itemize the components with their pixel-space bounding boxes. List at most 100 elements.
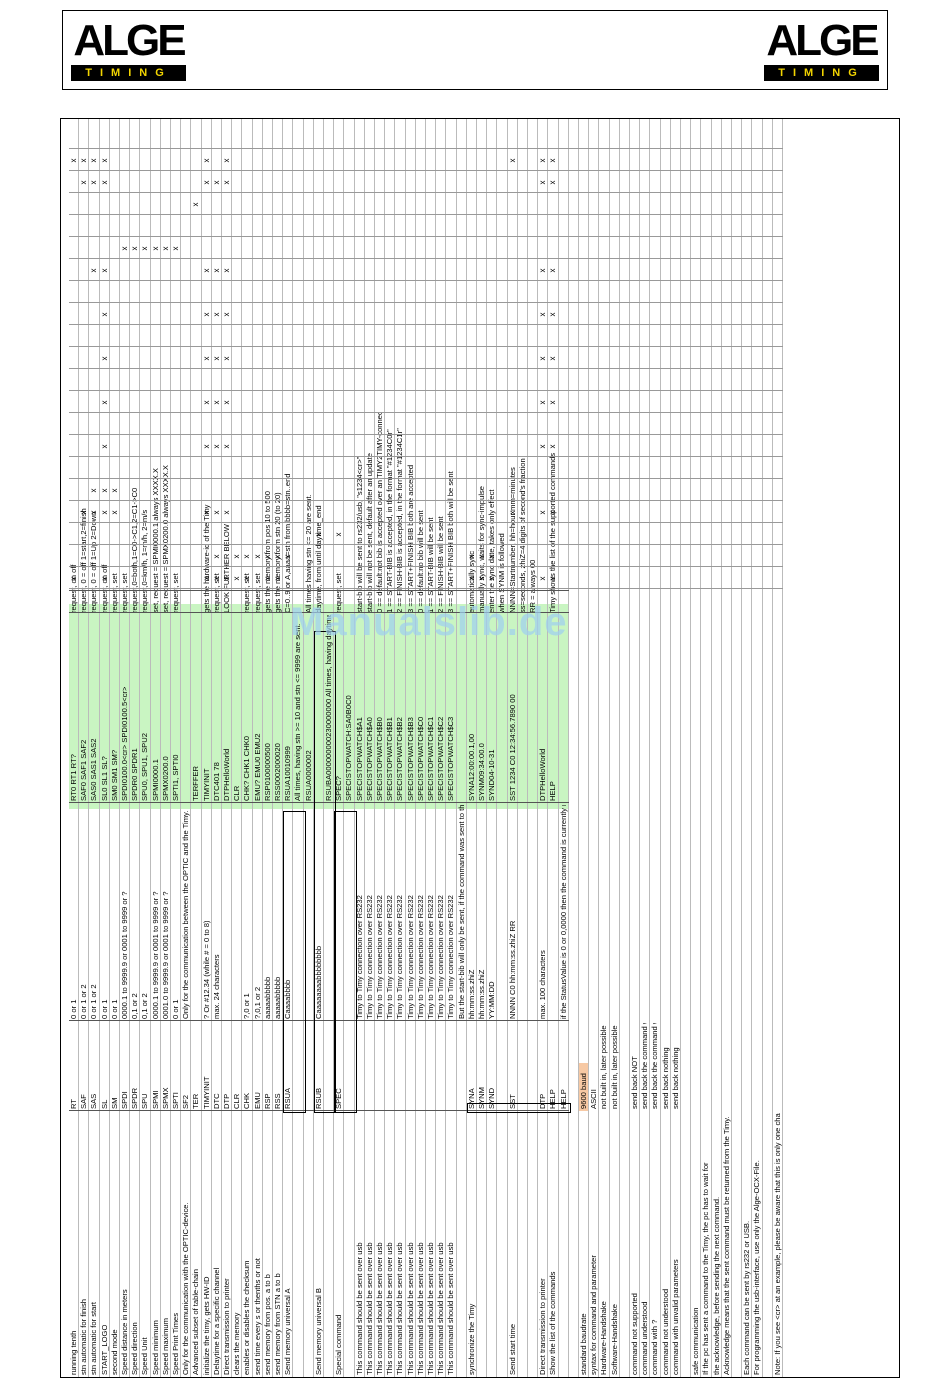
table-row: SYNM hh:mm:ss.zhiZ SYNM09:34:00.0 manually … — [477, 119, 488, 1377]
table-row: second mode SM 0 or 1 SM0 SM1 SM? request, s… — [110, 119, 120, 1377]
column-separator — [69, 590, 569, 591]
table-row: But the start-bib will only be sent, if … — [457, 119, 467, 1377]
table-row: This command should be sent over usb Timy… — [406, 119, 416, 1377]
table-row: This command should be sent over usb Timy… — [436, 119, 447, 1377]
table-row: command understood send back the command … — [640, 119, 651, 1377]
row-line — [781, 119, 783, 1377]
table-row: This command should be sent over usb Timy… — [416, 119, 426, 1377]
table-row: SYND YY:MM:DD SYND04-10-31 enter the sync d… — [487, 119, 498, 1377]
mark-column-line — [69, 588, 783, 589]
table-row: the acknowledge, before sending the next… — [712, 119, 722, 1377]
table-row: command with unvalid parameters send back… — [671, 119, 681, 1377]
table-row: RR = always 00 — [528, 119, 539, 1377]
table-row: initialize the timy, gets HW-ID TIMYINIT?… — [202, 119, 212, 1377]
mark-column-line — [69, 346, 783, 347]
table-row — [681, 119, 692, 1377]
table-row: safe communication — [691, 119, 702, 1377]
table-row: Hardware-Handshake not built in, later po… — [599, 119, 610, 1377]
watermark: Manualslib.de — [290, 600, 568, 644]
table-row: ss=seconds, zhiZ=4 digits of second's fr… — [518, 119, 528, 1377]
table-row: Speed direction SPDR 0,1 or 2 SPDR0 SPDR1 re… — [130, 119, 141, 1377]
table-row — [732, 119, 743, 1377]
table-row: Only for the communication with the OPTI… — [181, 119, 192, 1377]
table-row: This command should be sent over usb Timy… — [355, 119, 365, 1377]
table-row: standard baudrate 9600 baud — [579, 119, 590, 1377]
table-row: command with ? send back the command with… — [650, 119, 661, 1377]
table-row: syntax for command and parameter ASCII — [589, 119, 600, 1377]
mark-column-line — [69, 456, 783, 457]
table-row: send memory from STN a to b RSS aaaaabbbbb… — [273, 119, 284, 1377]
outlined-cell — [334, 811, 357, 1113]
alge-timing-logo-left: ALGE TIMING — [71, 16, 187, 81]
table-row: HELP if the StatusValue is 0 or 0,0000 th… — [559, 119, 569, 1377]
table-row: This command should be sent over usb Timy… — [365, 119, 375, 1377]
table-row — [763, 119, 773, 1377]
table-row: RSUA0000002 All times having stn <= 20 ar… — [304, 119, 314, 1377]
table-row: If the pc has sent a command to the Timy… — [701, 119, 712, 1377]
table-row: command not understood send back nothing — [661, 119, 671, 1377]
mark-column-line — [69, 148, 783, 149]
page-header: ALGE TIMING ALGE TIMING — [62, 10, 888, 90]
mark-column-line — [69, 192, 783, 193]
logo-word: ALGE — [73, 16, 186, 65]
alge-timing-logo-right: ALGE TIMING — [764, 16, 880, 81]
outlined-cell — [283, 811, 306, 1113]
table-row — [620, 119, 630, 1377]
logo-word: ALGE — [766, 16, 879, 65]
table-row: Speed Unit SPU 0,1 or 2 SPU0, SPU1, SPU2 req… — [140, 119, 151, 1377]
table-row: Direct transmission to printer DTP DTPHell… — [222, 119, 233, 1377]
table-row: Send start time SST NNNN C0 hh:mm:ss.zhiZ … — [508, 119, 518, 1377]
table-row: synchronize the Timy SYNA hh:mm:ss.zhiZ SYN… — [467, 119, 477, 1377]
table-row: This command should be sent over usb Timy… — [385, 119, 396, 1377]
mark-column-line — [69, 368, 783, 369]
table-row — [569, 119, 579, 1377]
mark-column-line — [69, 258, 783, 259]
mark-column-line — [69, 566, 783, 567]
table-row: Advanced subset of table-chain TER TERFFER… — [191, 119, 202, 1377]
table-row: Note: If you see <cr> at an example, ple… — [773, 119, 783, 1377]
mark-column-line — [69, 412, 783, 413]
table-row: Speed distance in meters SPDI 0000.1 to 99… — [120, 119, 131, 1377]
table-row: Acknowledge means that the sent command … — [722, 119, 732, 1377]
mark-column-line — [69, 324, 783, 325]
table-row: stn automatic for start SAS 0 or 1 or 2 SAS… — [89, 119, 100, 1377]
table-row: when SYNM is followed — [497, 119, 508, 1377]
table-row: This command should be sent over usb Timy… — [395, 119, 406, 1377]
table-row: For programming the usb-interface, use o… — [752, 119, 763, 1377]
mark-column-line — [69, 236, 783, 237]
table-row: Send memory universal A RSUA Caaaabbbb RSUA… — [283, 119, 294, 1377]
logo-band: TIMING — [71, 65, 186, 81]
table-row: Speed Print Times SPTI 0 or 1 SPTI1, SPTI0 r… — [171, 119, 182, 1377]
mark-column-line — [69, 434, 783, 435]
mark-column-line — [69, 500, 783, 501]
mark-column-line — [69, 280, 783, 281]
mark-column-line — [69, 478, 783, 479]
table-row: This command should be sent over usb Timy… — [446, 119, 457, 1377]
logo-band: TIMING — [764, 65, 879, 81]
mark-column-line — [69, 214, 783, 215]
outlined-cell — [466, 1103, 571, 1113]
mark-column-line — [69, 170, 783, 171]
table-row: Each command can be sent by rs232 or USB… — [742, 119, 753, 1377]
table-row: stn automatic for finish SAF 0 or 1 or 2 SA… — [79, 119, 90, 1377]
table-row: enables or disables the checksum CHK ?,0 o… — [242, 119, 253, 1377]
table-row: SPEC!STOPWATCH:SA0B0C0 — [344, 119, 355, 1377]
table-row: Show the list of the commands HELP HELP Tim… — [548, 119, 559, 1377]
table-row: Delaytime for a specific channel DTC max. … — [212, 119, 222, 1377]
table-row: Speed minimum SPMI 0000.1 to 9999.9 or 000… — [151, 119, 161, 1377]
table-row: Direct transmission to printer DTP max. 10… — [538, 119, 549, 1377]
table-row: This command should be sent over usb Timy… — [426, 119, 437, 1377]
mark-column-line — [69, 302, 783, 303]
table-row: Speed maximum SPMX 0001.0 to 9999.9 or 000… — [161, 119, 171, 1377]
table-row: clears the memory CLR CLR x x — [232, 119, 243, 1377]
table-row: Software-Handshake not built in, later po… — [610, 119, 620, 1377]
mark-column-line — [69, 522, 783, 523]
table-row: command not supported send back NOT — [630, 119, 641, 1377]
mark-column-line — [69, 544, 783, 545]
mark-column-line — [69, 390, 783, 391]
